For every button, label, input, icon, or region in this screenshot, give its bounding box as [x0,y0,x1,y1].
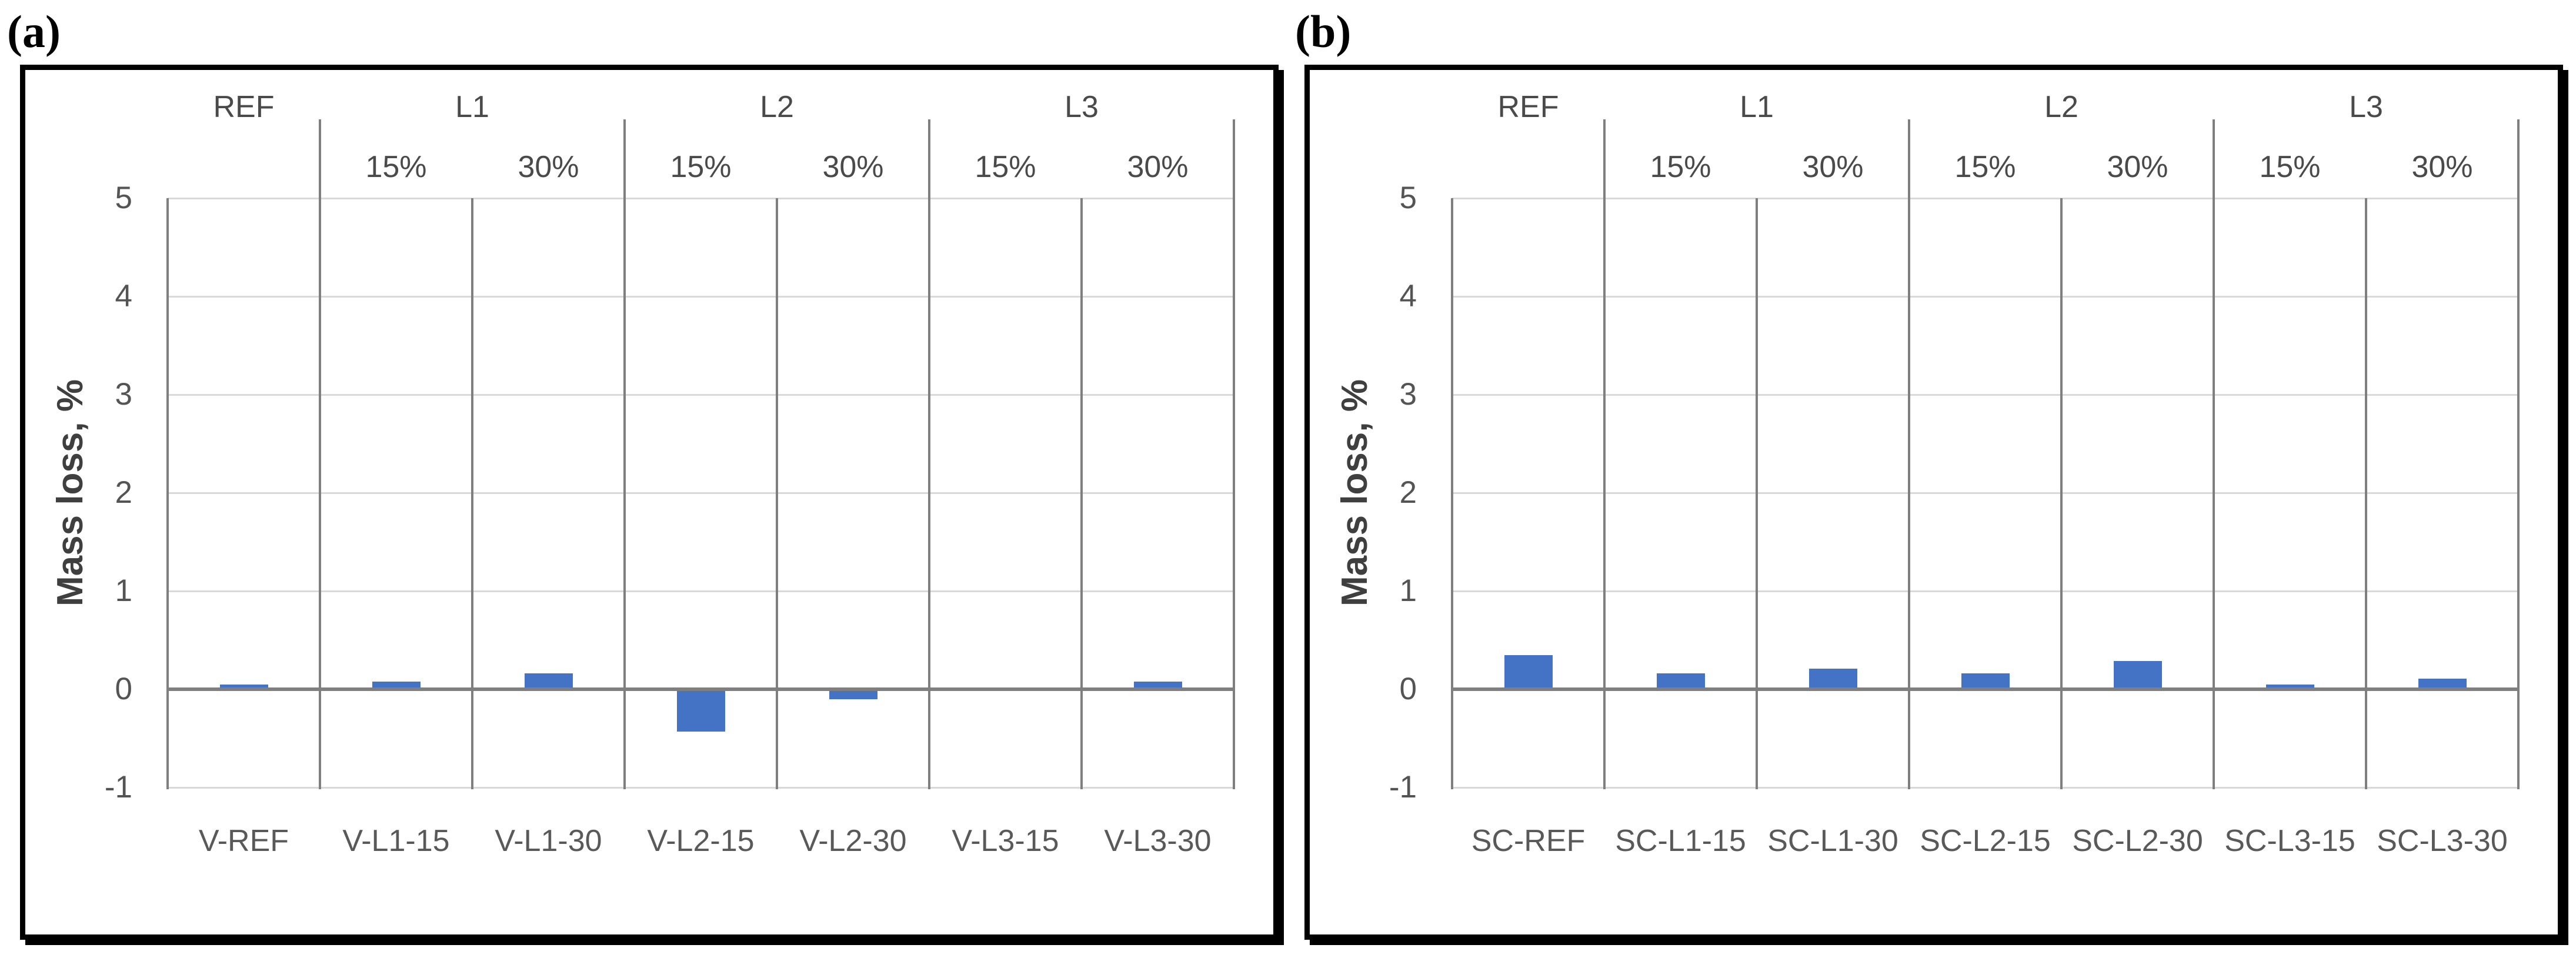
group-separator-line [1233,119,1235,789]
column-separator-line [471,198,473,789]
gridline [1452,590,2518,592]
subgroup-header: 15% [365,150,427,184]
category-label-V-L3-15: V-L3-15 [952,824,1059,858]
category-label-V-L3-30: V-L3-30 [1104,824,1212,858]
category-label-SC-L3-15: SC-L3-15 [2224,824,2355,858]
y-tick-label: 1 [115,573,132,608]
group-header-L1: L1 [1740,90,1774,124]
category-label-V-L1-15: V-L1-15 [342,824,450,858]
zero-axis-line [1452,687,2518,691]
y-tick-label: 1 [1399,573,1417,608]
y-tick-label: 4 [115,279,132,313]
bar-SC-REF [1504,655,1553,689]
y-tick-label: -1 [104,770,132,805]
gridline [168,394,1234,396]
bar-V-L2-30 [829,689,877,699]
bar-V-REF [219,684,268,689]
column-separator-line [1451,198,1453,789]
y-tick-label: 5 [115,181,132,215]
category-label-V-L1-30: V-L1-30 [495,824,602,858]
gridline [1452,787,2518,789]
y-tick-label: -1 [1389,770,1417,805]
chart-area-b: Mass loss, % 5 4 3 2 1 0 -1 REF L1 15% 30% L2 15% 30%… [1310,70,2558,934]
y-tick-label: 3 [1399,377,1417,412]
subgroup-header: 30% [2107,150,2168,184]
bar-V-L2-15 [676,689,725,732]
subgroup-header: 15% [1650,150,1711,184]
category-label-SC-L2-30: SC-L2-30 [2072,824,2203,858]
subgroup-header: 30% [2411,150,2473,184]
bar-SC-L1-30 [1808,668,1857,689]
chart-panel-b: Mass loss, % 5 4 3 2 1 0 -1 REF L1 15% 30% L2 15% 30%… [1304,65,2563,940]
category-label-SC-L3-30: SC-L3-30 [2377,824,2508,858]
subgroup-header: 15% [975,150,1036,184]
category-label-V-L2-15: V-L2-15 [647,824,755,858]
group-separator-line [928,119,930,789]
y-tick-label: 2 [115,475,132,510]
category-label-V-L2-30: V-L2-30 [799,824,907,858]
subgroup-header: 30% [822,150,884,184]
zero-axis-line [168,687,1234,691]
gridline [1452,198,2518,199]
group-separator-line [1603,119,1606,789]
bar-SC-L2-15 [1961,673,2010,689]
group-separator-line [2517,119,2520,789]
bar-V-L3-30 [1133,681,1182,689]
group-header-L2: L2 [2044,90,2078,124]
group-header-L3: L3 [1065,90,1099,124]
gridline [1452,492,2518,494]
group-header-REF: REF [1497,90,1559,124]
category-label-SC-L1-15: SC-L1-15 [1615,824,1746,858]
subgroup-header: 15% [1954,150,2016,184]
y-tick-label: 0 [115,672,132,706]
bar-SC-L3-30 [2418,678,2467,689]
y-tick-label: 4 [1399,279,1417,313]
gridline [168,787,1234,789]
bar-V-L1-30 [524,673,573,689]
column-separator-line [2060,198,2063,789]
y-tick-label: 5 [1399,181,1417,215]
bar-SC-L3-15 [2265,684,2314,689]
chart-panel-a: Mass loss, % 5 4 3 2 1 0 -1 REF L1 15% 30% L2 15% 30%… [20,65,1279,940]
group-header-L1: L1 [455,90,489,124]
bar-SC-L2-30 [2113,660,2162,689]
column-separator-line [1756,198,1758,789]
chart-area-a: Mass loss, % 5 4 3 2 1 0 -1 REF L1 15% 30% L2 15% 30%… [25,70,1273,934]
category-label-SC-L1-30: SC-L1-30 [1767,824,1898,858]
column-separator-line [166,198,169,789]
category-label-V-REF: V-REF [198,824,289,858]
gridline [168,590,1234,592]
column-separator-line [776,198,778,789]
group-separator-line [2213,119,2215,789]
bar-V-L1-15 [372,681,421,689]
group-separator-line [1908,119,1910,789]
panel-b-letter: (b) [1295,6,1352,57]
subgroup-header: 15% [670,150,732,184]
gridline [168,492,1234,494]
category-label-SC-L2-15: SC-L2-15 [1920,824,2051,858]
panel-a-letter: (a) [7,6,61,57]
category-label-SC-REF: SC-REF [1471,824,1586,858]
column-separator-line [2365,198,2367,789]
subgroup-header: 30% [1802,150,1864,184]
gridline [168,296,1234,298]
gridline [1452,296,2518,298]
y-tick-label: 2 [1399,475,1417,510]
bar-SC-L1-15 [1656,673,1705,689]
subgroup-header: 15% [2259,150,2321,184]
group-separator-line [319,119,321,789]
gridline [1452,394,2518,396]
y-tick-label: 3 [115,377,132,412]
y-tick-label: 0 [1399,672,1417,706]
group-header-REF: REF [213,90,275,124]
group-header-L3: L3 [2349,90,2383,124]
subgroup-header: 30% [518,150,579,184]
subgroup-header: 30% [1127,150,1189,184]
gridline [168,198,1234,199]
group-separator-line [623,119,626,789]
column-separator-line [1080,198,1083,789]
group-header-L2: L2 [760,90,794,124]
